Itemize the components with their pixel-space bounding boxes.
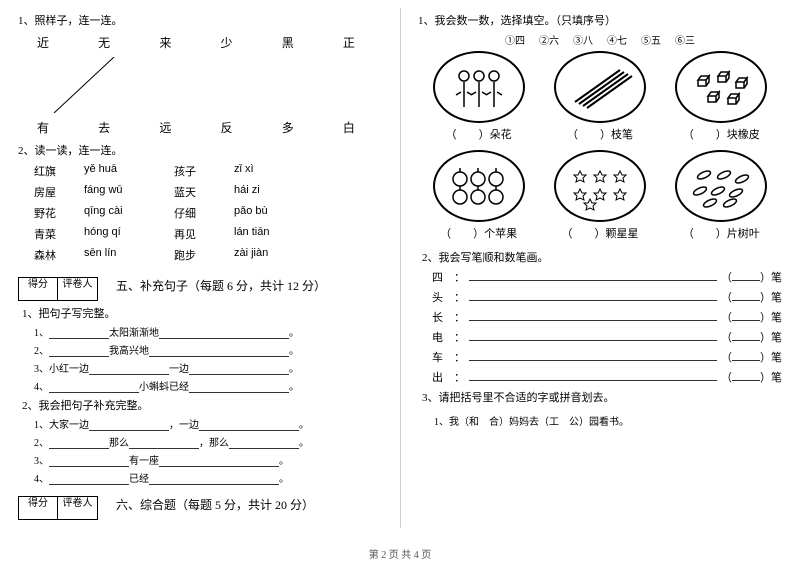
opt: ②六 bbox=[539, 32, 559, 47]
rq3-line1: 1、我（和 合）妈妈去（工 公）园看书。 bbox=[434, 413, 782, 428]
right-column: 1、我会数一数，选择填空。（只填序号） ①四 ②六 ③八 ④七 ⑤五 ⑥三 bbox=[400, 0, 800, 540]
count-label: （ ）颗星星 bbox=[545, 225, 655, 241]
sub2: 2、我会把句子补充完整。 bbox=[22, 397, 382, 413]
py: hóng qí bbox=[84, 226, 174, 242]
grader-label: 评卷人 bbox=[58, 497, 97, 519]
rq1-title: 1、我会数一数，选择填空。（只填序号） bbox=[418, 12, 782, 28]
py: zǐ xì bbox=[234, 163, 304, 179]
stroke-row: 出：（）笔 bbox=[432, 369, 782, 385]
count-label: （ ）个苹果 bbox=[424, 225, 534, 241]
left-column: 1、照样子，连一连。 近 无 来 少 黑 正 有 去 远 反 多 白 2、读一读… bbox=[0, 0, 400, 540]
count-label: （ ）片树叶 bbox=[666, 225, 776, 241]
options-row: ①四 ②六 ③八 ④七 ⑤五 ⑥三 bbox=[418, 32, 782, 47]
char: 反 bbox=[212, 119, 242, 136]
hz: 野花 bbox=[34, 205, 84, 221]
connection-line bbox=[48, 57, 248, 113]
count-label: （ ）枝笔 bbox=[545, 126, 655, 142]
char: 远 bbox=[150, 119, 180, 136]
py: lán tiān bbox=[234, 226, 304, 242]
column-divider bbox=[400, 8, 401, 528]
py: zài jiàn bbox=[234, 247, 304, 263]
fill-line: 2、那么，那么。 bbox=[34, 434, 382, 449]
char: 近 bbox=[28, 34, 58, 51]
py: pǎo bù bbox=[234, 205, 304, 221]
hz: 青菜 bbox=[34, 226, 84, 242]
char: 黑 bbox=[273, 34, 303, 51]
score-label: 得分 bbox=[19, 497, 58, 519]
hz: 跑步 bbox=[174, 247, 234, 263]
label-row-1: （ ）朵花 （ ）枝笔 （ ）块橡皮 bbox=[418, 126, 782, 142]
flowers-icon bbox=[433, 51, 525, 123]
char: 有 bbox=[28, 119, 58, 136]
char: 少 bbox=[212, 34, 242, 51]
char: 来 bbox=[150, 34, 180, 51]
stars-icon bbox=[554, 150, 646, 222]
char: 白 bbox=[334, 119, 364, 136]
opt: ⑤五 bbox=[641, 32, 661, 47]
erasers-icon bbox=[675, 51, 767, 123]
char: 多 bbox=[273, 119, 303, 136]
py: sēn lín bbox=[84, 247, 174, 263]
score-label: 得分 bbox=[19, 278, 58, 300]
fill-line: 2、我高兴地。 bbox=[34, 342, 382, 357]
hz: 红旗 bbox=[34, 163, 84, 179]
char: 去 bbox=[89, 119, 119, 136]
py: qīng cài bbox=[84, 205, 174, 221]
char: 无 bbox=[89, 34, 119, 51]
section6-title: 六、综合题（每题 5 分，共计 20 分） bbox=[116, 496, 314, 513]
leaves-icon bbox=[675, 150, 767, 222]
q1-title: 1、照样子，连一连。 bbox=[18, 12, 382, 28]
score-box: 得分 评卷人 bbox=[18, 277, 98, 301]
py: yě huā bbox=[84, 163, 174, 179]
counting-row-2 bbox=[418, 150, 782, 222]
stroke-row: 长：（）笔 bbox=[432, 309, 782, 325]
rq3-title: 3、请把括号里不合适的字或拼音划去。 bbox=[422, 389, 782, 405]
opt: ⑥三 bbox=[675, 32, 695, 47]
apples-icon bbox=[433, 150, 525, 222]
q1-bottom-row: 有 去 远 反 多 白 bbox=[18, 119, 382, 136]
fill-line: 3、有一座。 bbox=[34, 452, 382, 467]
count-label: （ ）朵花 bbox=[424, 126, 534, 142]
opt: ③八 bbox=[573, 32, 593, 47]
py: fáng wū bbox=[84, 184, 174, 200]
score-box: 得分 评卷人 bbox=[18, 496, 98, 520]
pencils-icon bbox=[554, 51, 646, 123]
section5-header: 得分 评卷人 五、补充句子（每题 6 分，共计 12 分） bbox=[18, 269, 382, 301]
q1-top-row: 近 无 来 少 黑 正 bbox=[18, 34, 382, 51]
hz: 房屋 bbox=[34, 184, 84, 200]
hz: 森林 bbox=[34, 247, 84, 263]
rq2-title: 2、我会写笔顺和数笔画。 bbox=[422, 249, 782, 265]
fill-line: 3、小红一边一边。 bbox=[34, 360, 382, 375]
opt: ④七 bbox=[607, 32, 627, 47]
page-footer: 第 2 页 共 4 页 bbox=[0, 546, 800, 561]
stroke-row: 头：（）笔 bbox=[432, 289, 782, 305]
hz: 仔细 bbox=[174, 205, 234, 221]
counting-row-1 bbox=[418, 51, 782, 123]
hz: 再见 bbox=[174, 226, 234, 242]
grader-label: 评卷人 bbox=[58, 278, 97, 300]
fill-line: 4、已经。 bbox=[34, 470, 382, 485]
count-label: （ ）块橡皮 bbox=[666, 126, 776, 142]
pinyin-table: 红旗yě huā孩子zǐ xì 房屋fáng wū蓝天hái zi 野花qīng… bbox=[34, 163, 382, 263]
label-row-2: （ ）个苹果 （ ）颗星星 （ ）片树叶 bbox=[418, 225, 782, 241]
fill-line: 4、小蝌蚪已经。 bbox=[34, 378, 382, 393]
q2-title: 2、读一读，连一连。 bbox=[18, 142, 382, 158]
py: hái zi bbox=[234, 184, 304, 200]
hz: 孩子 bbox=[174, 163, 234, 179]
sub1: 1、把句子写完整。 bbox=[22, 305, 382, 321]
opt: ①四 bbox=[505, 32, 525, 47]
fill-line: 1、太阳渐渐地。 bbox=[34, 324, 382, 339]
stroke-row: 四：（）笔 bbox=[432, 269, 782, 285]
stroke-row: 电：（）笔 bbox=[432, 329, 782, 345]
stroke-row: 车：（）笔 bbox=[432, 349, 782, 365]
section6-header: 得分 评卷人 六、综合题（每题 5 分，共计 20 分） bbox=[18, 488, 382, 520]
section5-title: 五、补充句子（每题 6 分，共计 12 分） bbox=[116, 277, 326, 294]
char: 正 bbox=[334, 34, 364, 51]
hz: 蓝天 bbox=[174, 184, 234, 200]
fill-line: 1、大家一边，一边。 bbox=[34, 416, 382, 431]
